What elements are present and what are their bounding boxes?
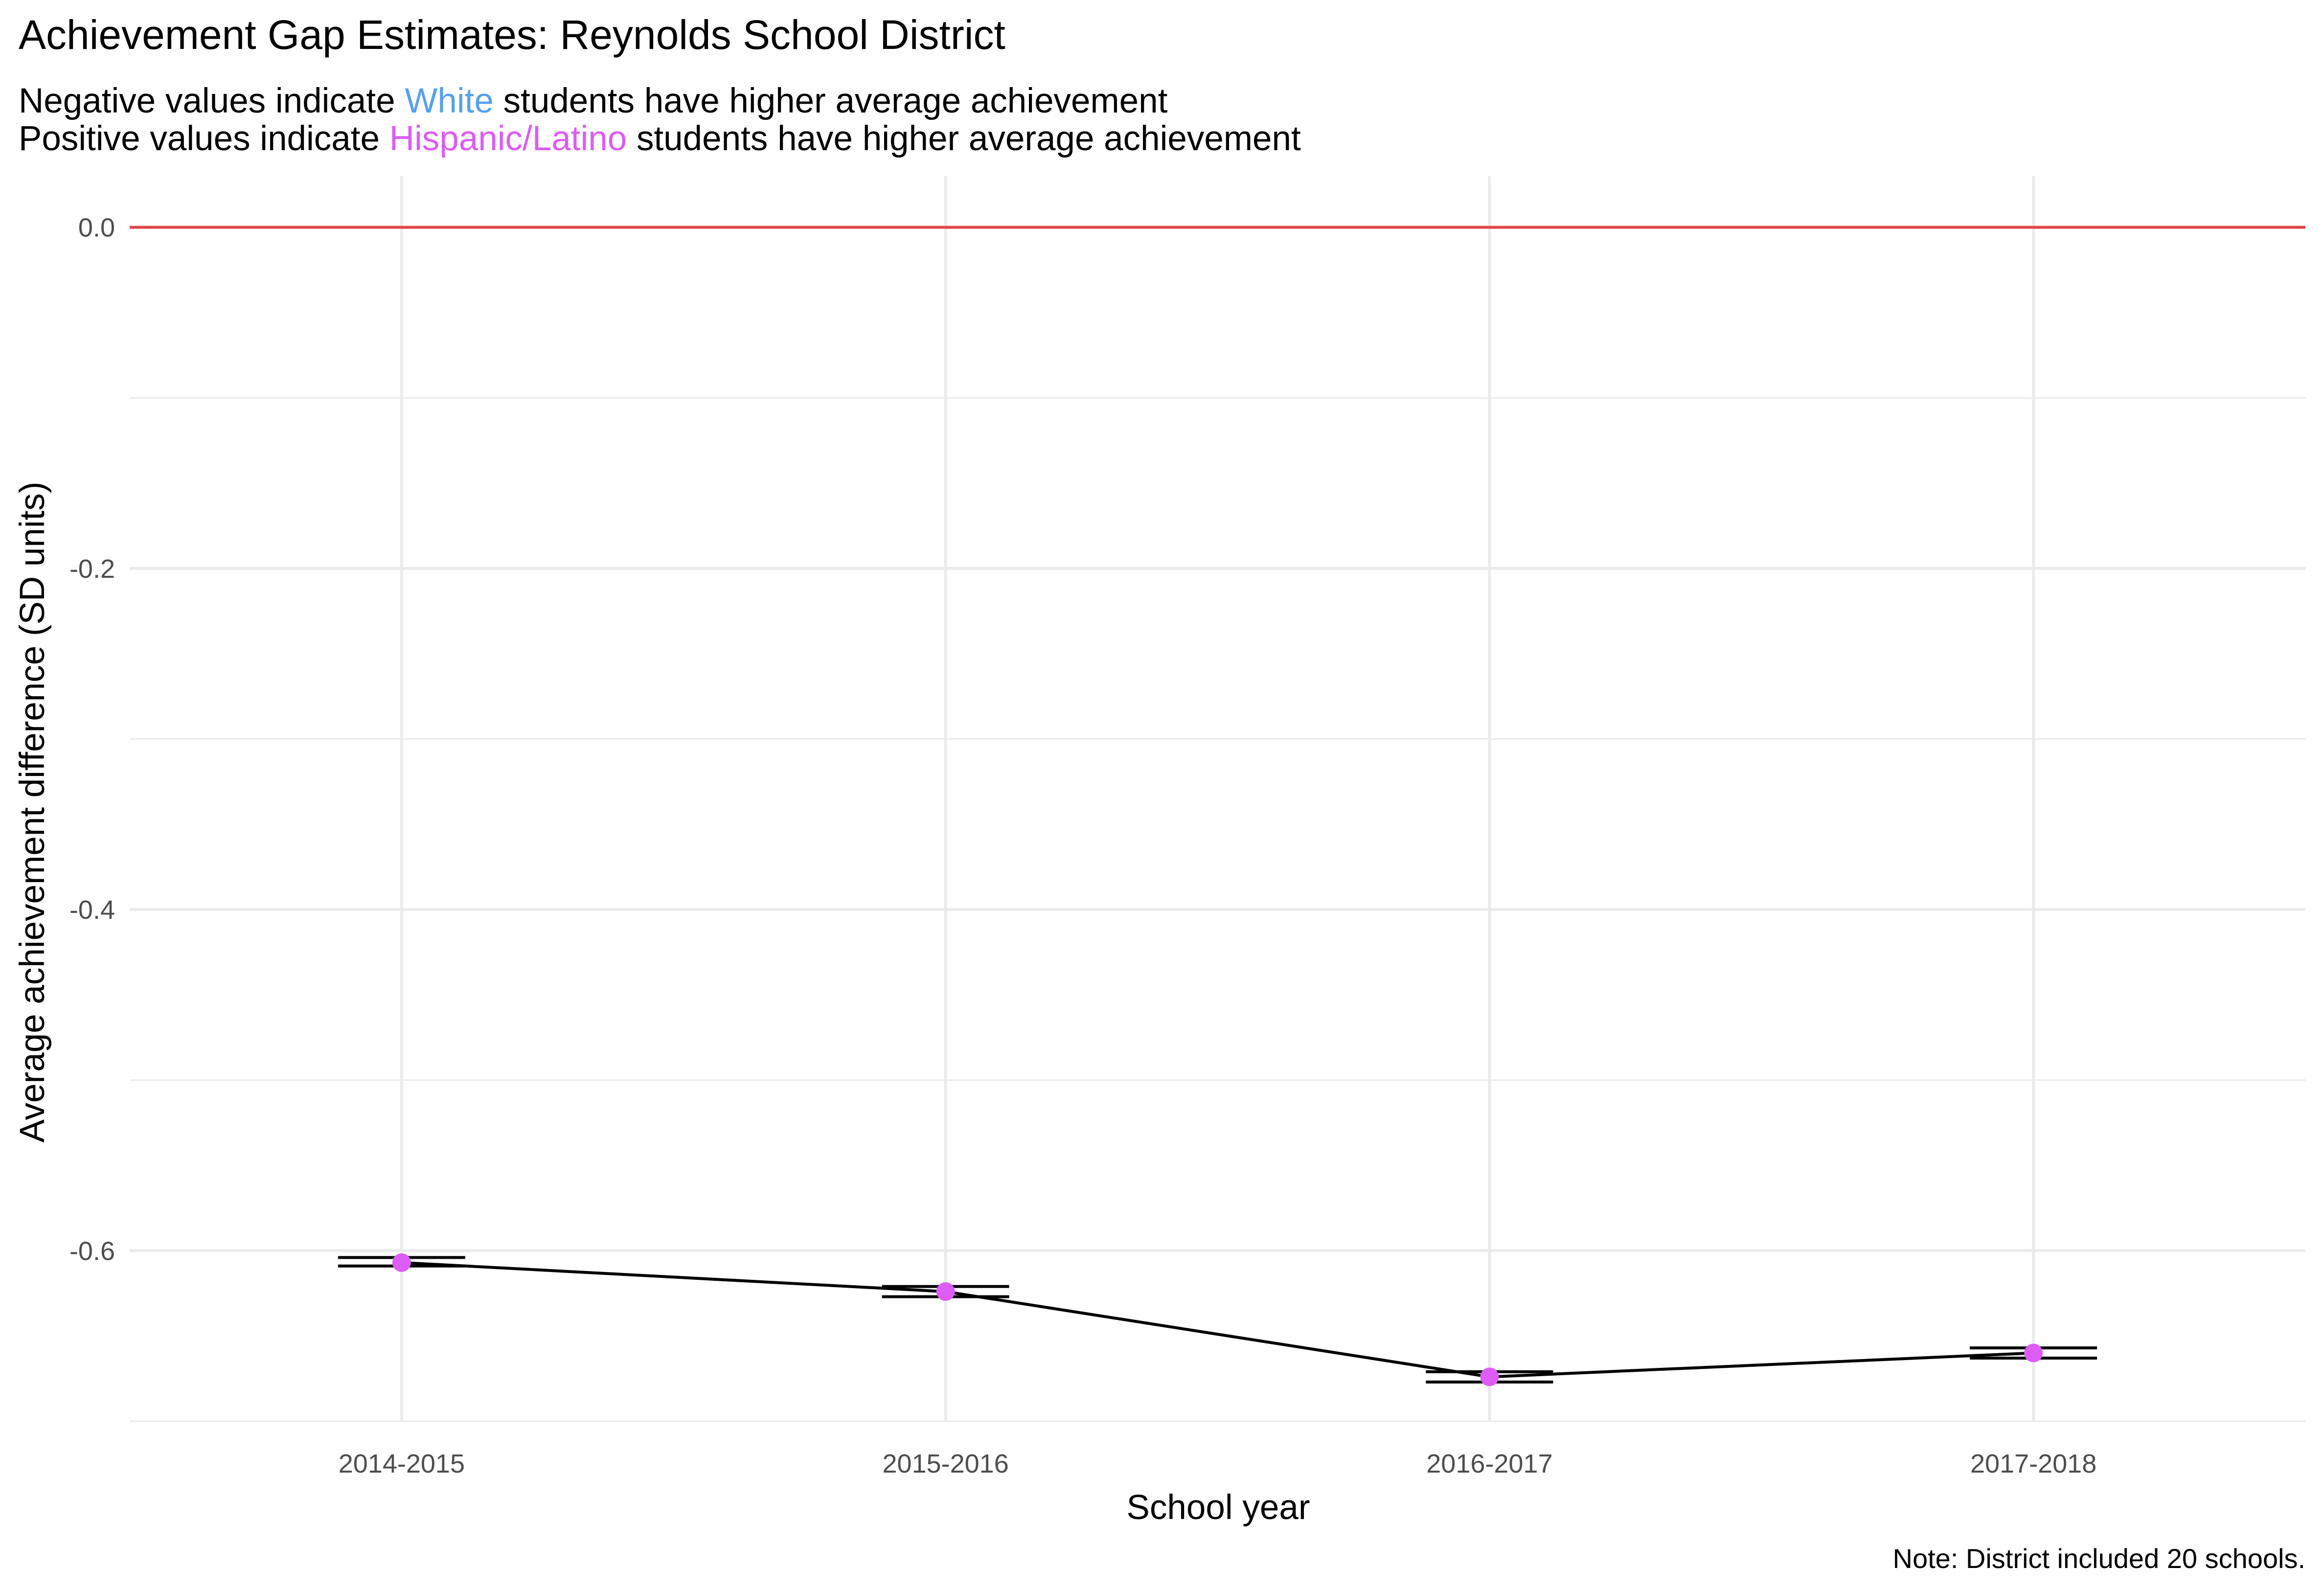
subtitle-2-after: students have higher average achievement	[637, 119, 1301, 158]
chart-caption: Note: District included 20 schools.	[1893, 1543, 2306, 1574]
subtitle-2-highlight: Hispanic/Latino	[389, 119, 627, 158]
chart-subtitle-line-2: Positive values indicate Hispanic/Latino…	[19, 119, 1301, 158]
x-tick-label: 2014-2015	[339, 1449, 465, 1478]
plot-area: 0.0 -0.2 -0.4 -0.6 2014-2015 2015-2016 2016-20…	[69, 176, 2305, 1478]
y-tick-label: -0.6	[69, 1236, 115, 1266]
data-point	[2024, 1343, 2043, 1363]
x-tick-label: 2017-2018	[1970, 1449, 2096, 1478]
y-axis-title: Average achievement difference (SD units…	[13, 481, 52, 1142]
x-tick-label: 2015-2016	[883, 1449, 1009, 1478]
subtitle-1-highlight: White	[405, 82, 494, 120]
subtitle-1-before: Negative values indicate	[19, 82, 395, 120]
data-point	[936, 1282, 955, 1301]
data-point	[1480, 1367, 1499, 1386]
x-tick-label: 2016-2017	[1426, 1449, 1552, 1478]
chart-title: Achievement Gap Estimates: Reynolds Scho…	[19, 12, 1005, 58]
series-line	[401, 1261, 2034, 1379]
y-tick-label: -0.4	[69, 895, 115, 925]
y-tick-label: -0.2	[69, 554, 115, 584]
x-axis-title: School year	[1127, 1488, 1310, 1527]
subtitle-1-after: students have higher average achievement	[503, 82, 1168, 120]
y-tick-label: 0.0	[78, 213, 115, 243]
subtitle-2-before: Positive values indicate	[19, 119, 380, 158]
data-point	[392, 1253, 411, 1272]
chart-subtitle-line-1: Negative values indicate White students …	[19, 82, 1168, 120]
